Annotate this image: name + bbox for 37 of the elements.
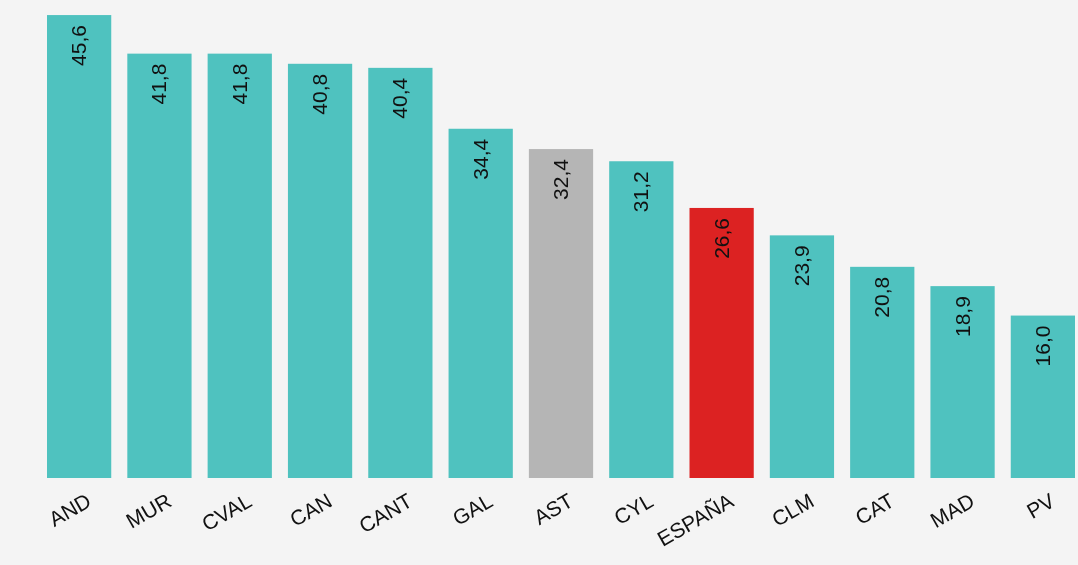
x-tick-label: CVAL: [197, 488, 256, 536]
data-label: 41,8: [227, 63, 251, 105]
x-tick-label: AST: [529, 488, 577, 530]
x-tick-label: GAL: [448, 488, 497, 530]
data-label: 45,6: [67, 25, 91, 66]
bar: [368, 67, 433, 478]
data-label: 20,8: [870, 276, 894, 318]
bar: [47, 15, 112, 478]
data-label: 31,2: [629, 171, 653, 213]
bar: [769, 235, 835, 478]
x-tick-label: MUR: [122, 488, 176, 533]
data-label: 16,0: [1030, 325, 1054, 367]
bar: [609, 161, 674, 478]
bar: [127, 53, 192, 478]
data-label: 34,4: [468, 138, 492, 180]
x-tick-label: CYL: [610, 488, 657, 530]
x-tick-label: PV: [1022, 488, 1059, 523]
data-label: 40,8: [308, 73, 332, 115]
data-label: 23,9: [789, 245, 813, 287]
bar: [207, 53, 272, 478]
data-label: 18,9: [950, 296, 974, 337]
bar: [1010, 315, 1075, 478]
bar: [287, 63, 353, 478]
x-tick-label: AND: [44, 488, 95, 531]
data-label: 40,4: [388, 77, 412, 119]
data-label: 41,8: [147, 63, 171, 105]
x-tick-label: CLM: [767, 488, 818, 531]
data-label: 26,6: [709, 217, 733, 259]
data-label: 32,4: [549, 158, 572, 200]
bar: [850, 266, 915, 478]
bar: [689, 207, 754, 478]
bar: [930, 286, 995, 478]
x-tick-label: CAN: [285, 488, 336, 531]
bar: [448, 128, 513, 478]
x-tick-label: CAT: [851, 488, 898, 529]
bar: [528, 149, 594, 478]
x-tick-label: MAD: [926, 488, 979, 532]
